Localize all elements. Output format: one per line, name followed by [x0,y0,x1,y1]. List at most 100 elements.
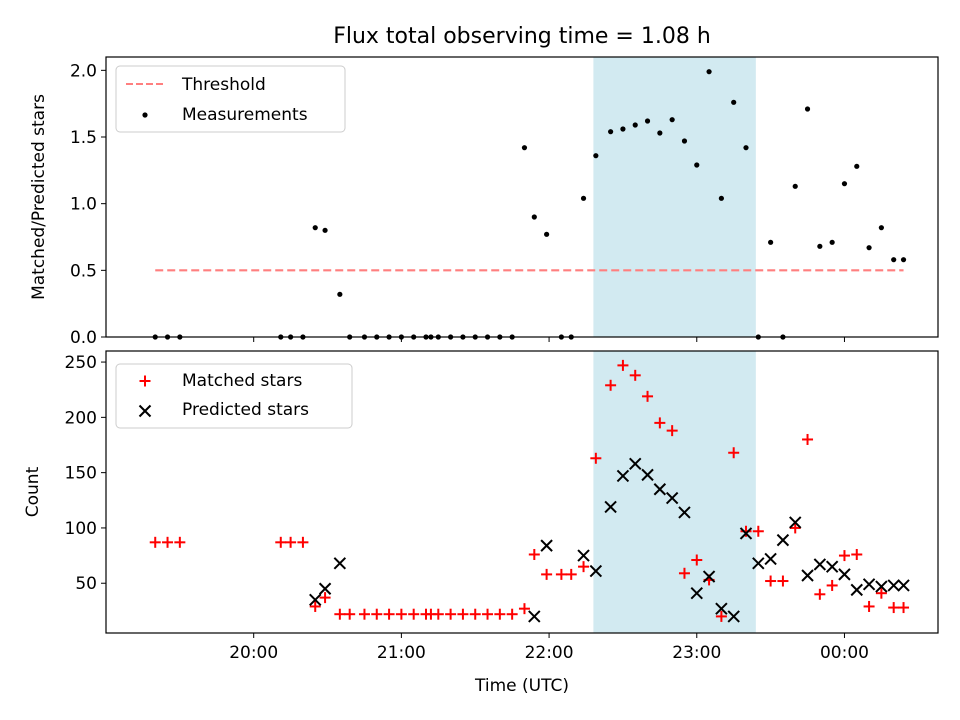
predicted-stars-legend-marker [138,404,152,418]
matched-stars-point [666,425,678,437]
observing-window-shade-top [593,57,756,337]
predicted-stars-point [540,539,553,552]
matched-stars-point [518,603,530,615]
matched-stars-point [654,417,666,429]
matched-stars-point [528,548,540,560]
predicted-stars-point [678,506,691,519]
matched-stars-point [408,608,420,620]
predicted-stars-point [838,568,851,581]
predicted-stars-point [309,593,322,607]
matched-stars-point [826,579,838,591]
x-tick-label: 20:00 [229,643,278,663]
top-panel: 0.00.51.01.52.0 Matched/Predicted stars … [29,56,939,348]
predicted-stars-point [665,491,679,505]
predicted-stars-legend-swatch [138,404,152,418]
predicted-stars-point [333,557,347,570]
matched-stars-legend-label: Matched stars [182,371,302,391]
matched-stars-point [578,561,590,573]
predicted-stars-point [653,483,667,496]
top-legend: Threshold Measurements [115,65,346,133]
predicted-stars-legend-label: Predicted stars [182,400,309,420]
measurement-point [706,69,712,75]
x-tick-label: 21:00 [377,643,426,663]
measurements-legend-swatch [142,112,148,118]
matched-stars-point [469,608,481,620]
x-tick-label: 22:00 [525,643,574,663]
matched-stars-point [541,568,553,580]
predicted-stars-point [577,549,590,562]
measurement-point [891,257,897,263]
measurement-point [593,153,599,159]
predicted-stars-point [641,468,654,482]
predicted-stars-point [764,552,777,566]
predicted-stars-point [589,564,603,578]
measurement-point [657,130,663,136]
matched-stars-point [358,608,370,620]
matched-stars-point [678,567,690,579]
bottom-y-tick-label: 100 [65,519,97,539]
predicted-stars-point [825,560,839,573]
predicted-stars-point [528,610,541,623]
top-y-tick-label: 0.0 [70,328,97,348]
threshold-legend-label: Threshold [181,75,266,95]
top-axes-frame [105,56,939,338]
top-y-axis-label: Matched/Predicted stars [29,94,49,300]
predicted-stars-point [727,610,740,623]
x-axis-label: Time (UTC) [474,676,569,696]
matched-stars-point [334,608,346,620]
predicted-stars-point [862,578,876,591]
matched-stars-point [174,536,186,548]
matched-stars-point [851,548,863,560]
bottom-y-axis-label: Count [23,466,43,517]
predicted-stars-point [629,457,642,471]
predicted-stars-point [739,527,753,540]
matched-stars-point [629,369,641,381]
measurement-point [544,231,550,237]
matched-stars-point [432,608,444,620]
measurement-point [768,239,774,245]
bottom-y-tick-label: 250 [65,353,97,373]
matched-stars-point [297,536,309,548]
measurement-point [632,122,638,128]
x-tick-label: 23:00 [672,643,721,663]
matched-stars-point [898,602,910,614]
observing-window-shade-bottom [593,351,756,633]
measurement-point [900,257,907,263]
predicted-stars-point [850,583,863,597]
measurement-point [854,163,860,169]
matched-stars-point [605,379,617,391]
x-tick-label: 00:00 [820,643,869,663]
matched-stars-point [162,536,174,548]
matched-stars-point [555,568,567,580]
matched-stars-point [149,536,161,548]
bottom-y-ticks: 50 100 150 200 250 [65,353,106,594]
matched-stars-point [814,588,826,600]
predicted-stars-point [897,579,910,592]
bottom-legend-box [115,363,353,429]
matched-stars-point [740,525,752,537]
matched-stars-point [888,602,900,614]
measurement-point [531,214,537,220]
matched-stars-point [875,587,887,599]
measurement-point [804,106,811,112]
matched-stars-point [344,608,356,620]
bottom-panel: 50 100 150 200 250 20:00 21:00 22:00 23:00 00:00… [23,350,939,696]
matched-stars-point [383,608,395,620]
top-y-tick-label: 2.0 [70,61,97,81]
top-y-ticks: 0.0 0.5 1.0 1.5 2.0 [70,61,106,348]
measurement-point [312,225,318,231]
bottom-legend: Matched stars Predicted stars [115,363,353,429]
predicted-stars-point [776,533,790,547]
top-y-tick-label: 1.5 [70,128,97,148]
measurement-point [718,195,724,201]
matched-stars-point [691,554,703,566]
measurement-point [731,99,737,105]
measurement-point [608,129,614,135]
measurement-point [644,118,651,124]
matched-stars-point [617,359,629,371]
bottom-axes-frame [105,350,939,634]
matched-stars-legend-swatch [139,375,151,387]
measurement-point [337,291,343,297]
matched-stars-point [777,575,789,587]
matched-stars-point [309,600,321,612]
